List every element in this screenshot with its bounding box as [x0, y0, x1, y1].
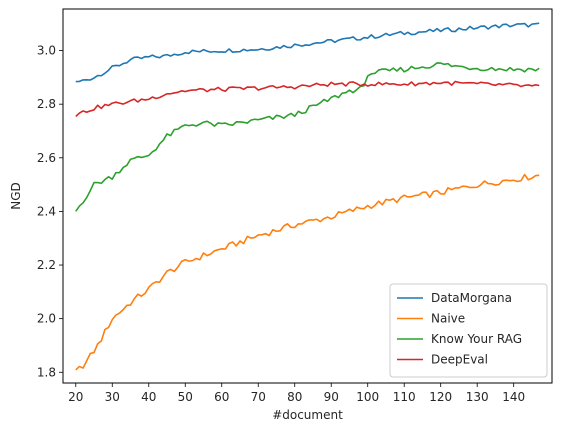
series-line-know-your-rag [75, 62, 540, 212]
legend-label: Naive [431, 312, 465, 326]
y-tick-label: 2.8 [37, 97, 56, 111]
x-axis-label: #document [272, 408, 343, 422]
x-axis-ticks: 20 30 40 50 60 70 80 90 100 110 120 130 140 [68, 383, 525, 404]
y-tick-label: 2.6 [37, 151, 56, 165]
x-tick-label: 140 [502, 390, 525, 404]
series-line-datamorgana [75, 22, 540, 83]
x-tick-label: 70 [251, 390, 266, 404]
y-tick-label: 2.0 [37, 312, 56, 326]
y-tick-label: 2.2 [37, 258, 56, 272]
x-tick-label: 90 [324, 390, 339, 404]
legend-label: Know Your RAG [431, 332, 522, 346]
y-tick-label: 2.4 [37, 204, 56, 218]
x-tick-label: 20 [68, 390, 83, 404]
legend-label: DataMorgana [431, 291, 512, 305]
x-tick-label: 100 [356, 390, 379, 404]
series-line-deepeval [75, 80, 540, 118]
legend-box [389, 283, 548, 378]
x-tick-label: 40 [141, 390, 156, 404]
x-tick-label: 30 [105, 390, 120, 404]
y-tick-label: 1.8 [37, 365, 56, 379]
series-lines [75, 22, 540, 371]
y-axis-ticks: 1.8 2.0 2.2 2.4 2.6 2.8 3.0 [37, 44, 63, 379]
x-tick-label: 110 [393, 390, 416, 404]
x-tick-label: 80 [287, 390, 302, 404]
x-tick-label: 50 [178, 390, 193, 404]
x-tick-label: 60 [214, 390, 229, 404]
plot-frame [62, 8, 553, 384]
legend-label: DeepEval [431, 353, 488, 367]
series-line-naive [75, 173, 540, 371]
x-tick-label: 130 [466, 390, 489, 404]
x-tick-label: 120 [429, 390, 452, 404]
y-tick-label: 3.0 [37, 44, 56, 58]
legend-items: DataMorgana Naive Know Your RAG DeepEval [397, 291, 522, 367]
y-axis-label: NGD [9, 182, 23, 210]
legend: DataMorgana Naive Know Your RAG DeepEval [389, 283, 548, 378]
